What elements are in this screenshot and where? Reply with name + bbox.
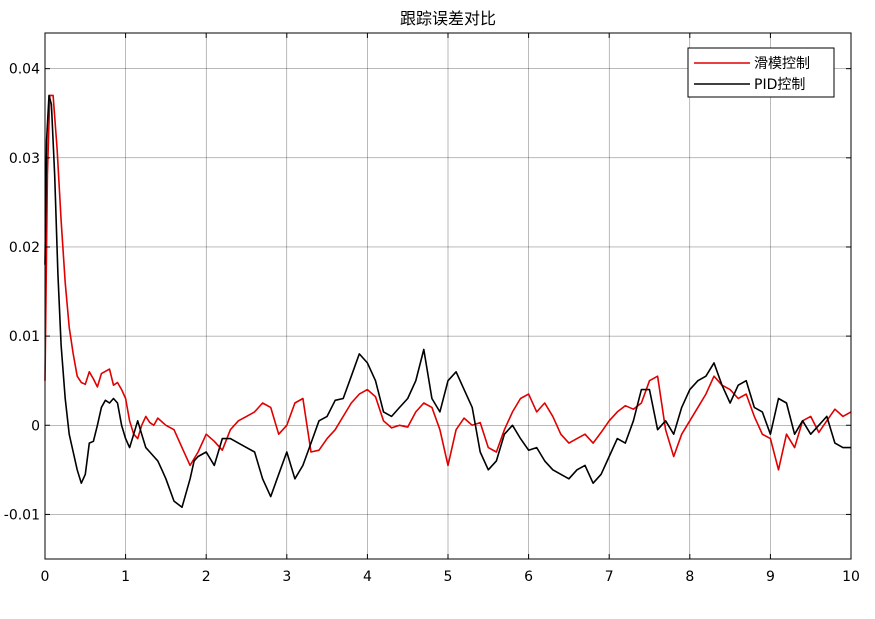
x-tick-label: 10: [842, 569, 860, 585]
y-tick-label: 0.04: [9, 62, 40, 78]
y-tick-label: 0.03: [9, 151, 40, 167]
series-line-slide-mode: [44, 94, 852, 471]
chart-title: 跟踪误差对比: [400, 9, 496, 28]
x-tick-label: 5: [444, 569, 453, 585]
x-tick-label: 9: [766, 569, 775, 585]
y-tick-labels: -0.01 0 0.01 0.02 0.03 0.04: [4, 62, 40, 524]
tick-marks: [44, 33, 852, 559]
x-tick-label: 2: [202, 569, 211, 585]
y-tick-label: -0.01: [4, 507, 40, 523]
x-tick-label: 7: [605, 569, 614, 585]
legend-label-pid: PID控制: [754, 77, 805, 93]
x-tick-label: 3: [282, 569, 291, 585]
x-tick-label: 6: [524, 569, 533, 585]
legend-box: [687, 47, 835, 98]
x-tick-labels: 0 1 2 3 4 5 6 7 8 9 10: [41, 569, 860, 585]
y-tick-label: 0.01: [9, 329, 40, 345]
y-tick-label: 0: [31, 418, 40, 434]
y-tick-label: 0.02: [9, 240, 40, 256]
x-tick-label: 1: [121, 569, 130, 585]
legend-label-slide-mode: 滑模控制: [754, 55, 810, 72]
legend: 滑模控制 PID控制: [687, 47, 835, 98]
x-tick-label: 4: [363, 569, 372, 585]
x-tick-label: 0: [41, 569, 50, 585]
series-lines: [44, 94, 852, 509]
x-tick-label: 8: [685, 569, 694, 585]
series-line-pid: [44, 94, 851, 509]
